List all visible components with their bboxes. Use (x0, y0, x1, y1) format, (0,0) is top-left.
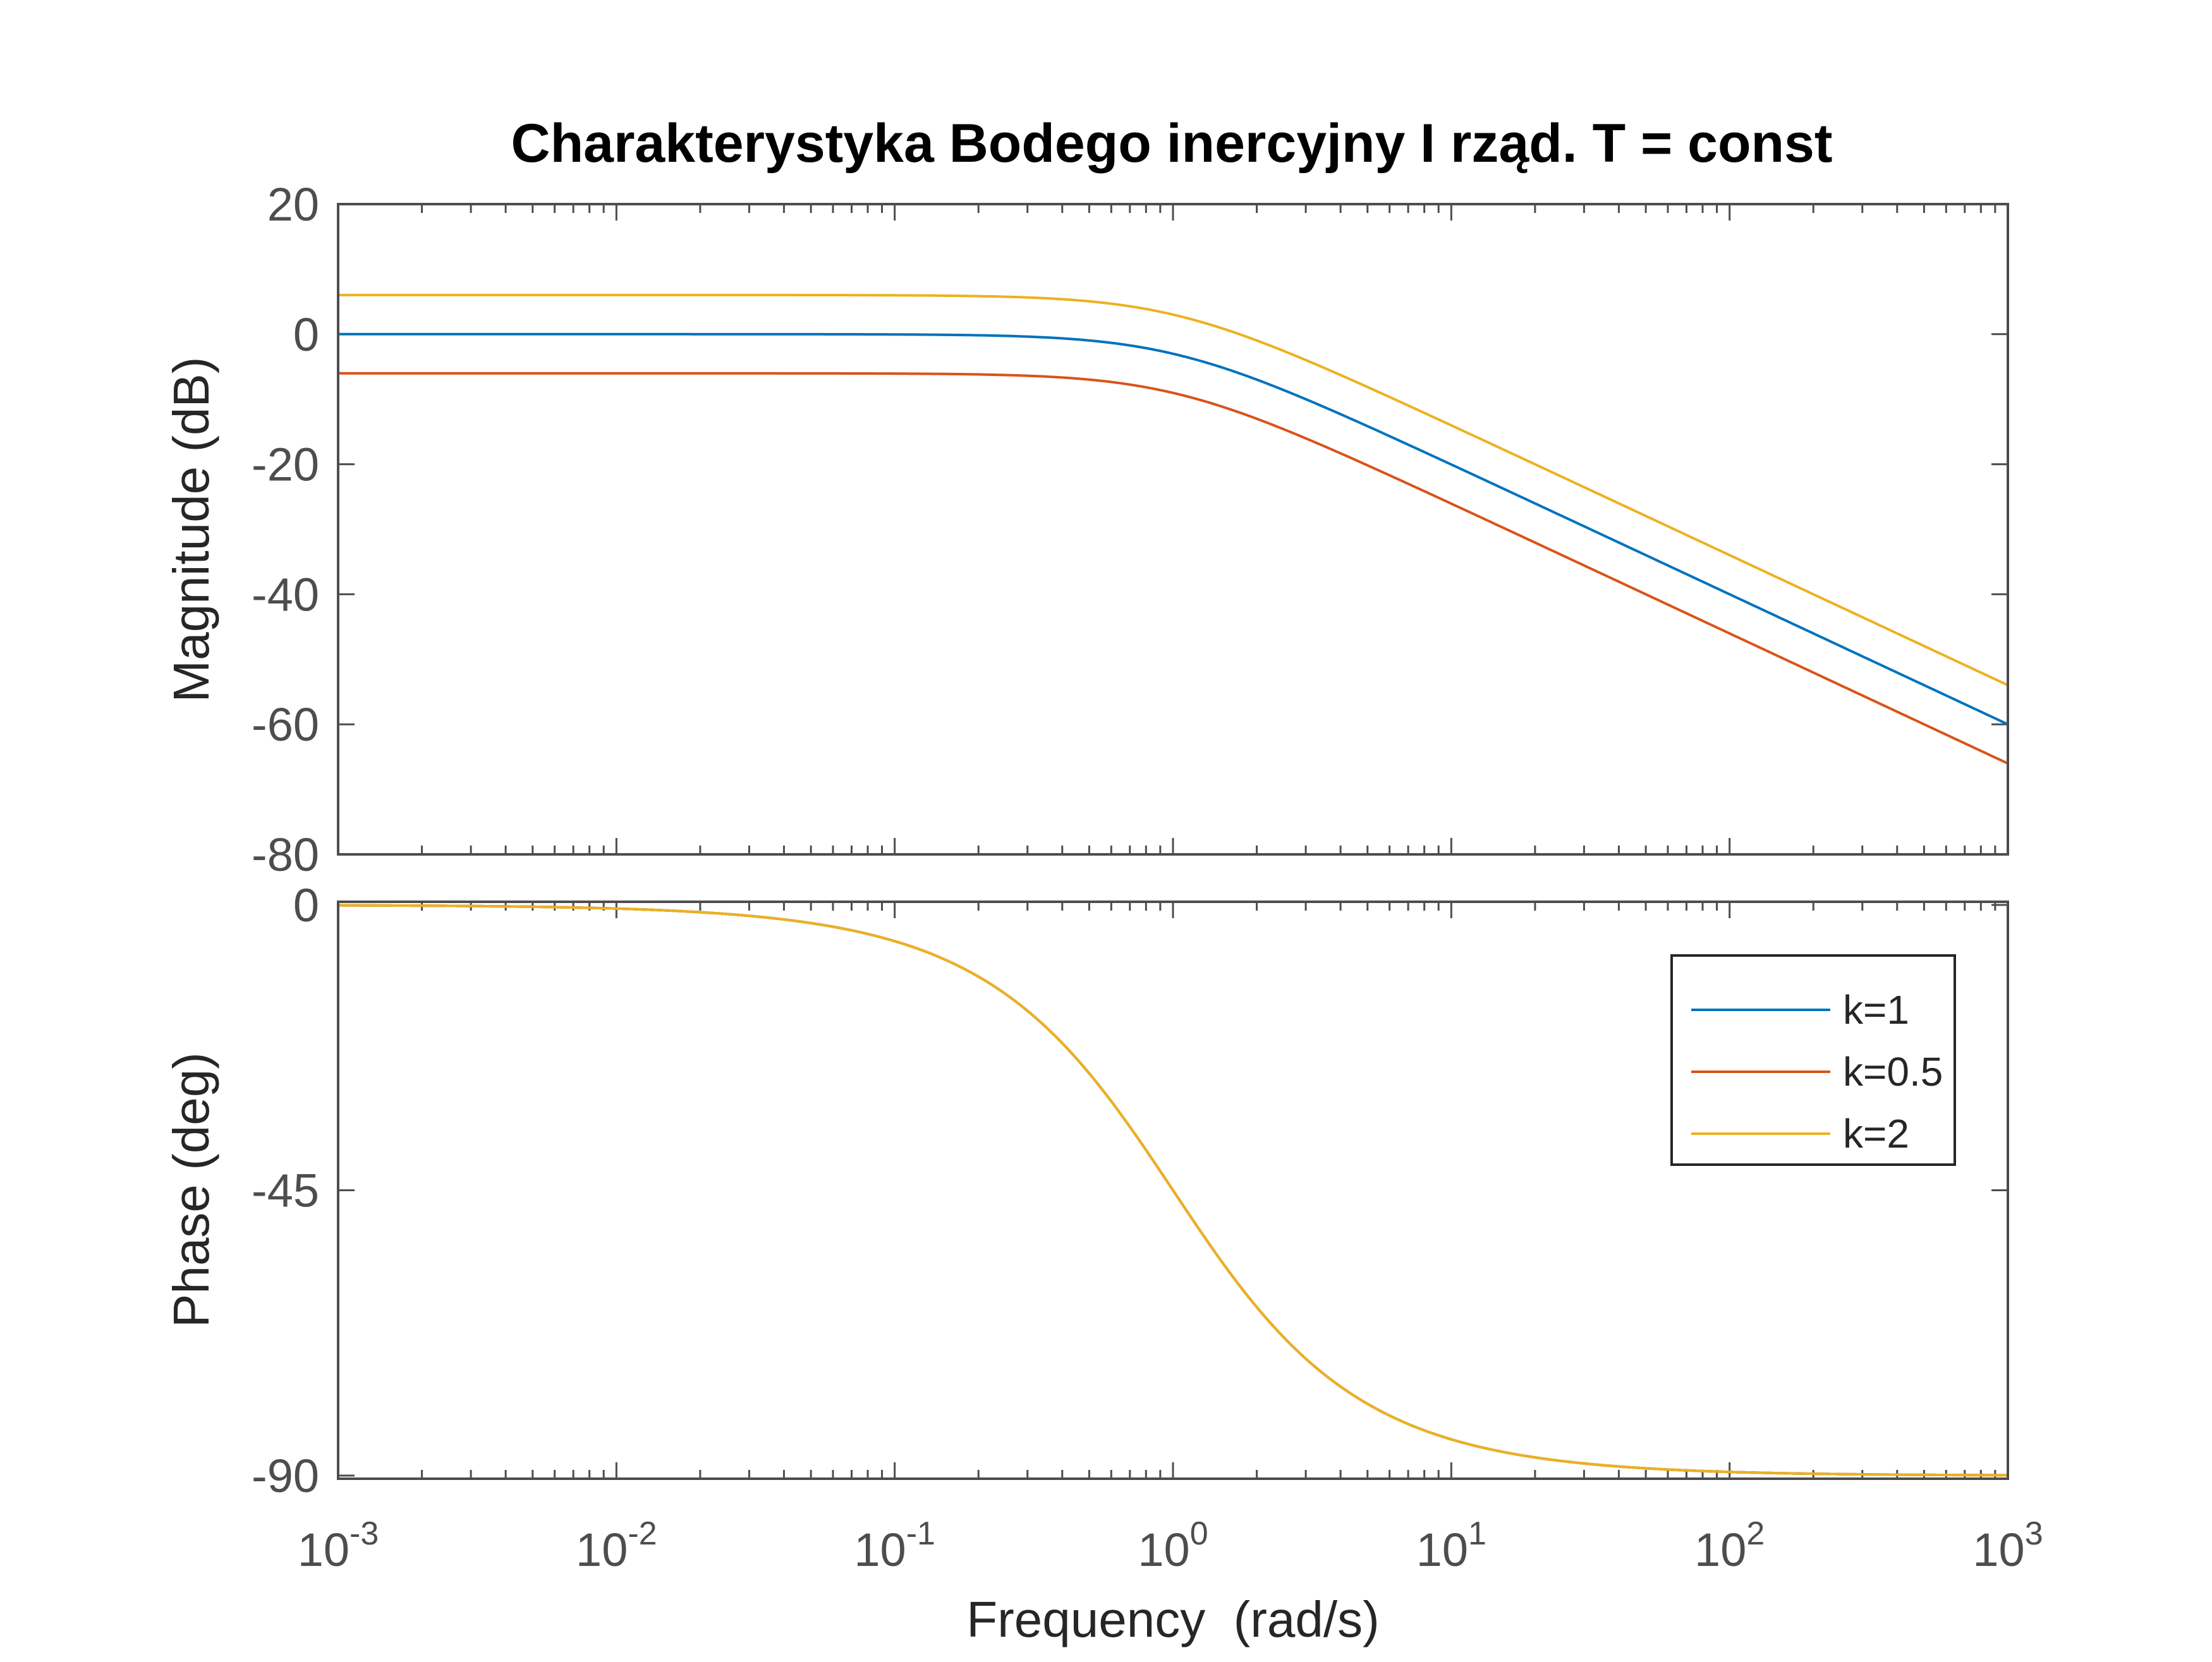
y-tick-label: -90 (252, 1450, 319, 1502)
legend: k=1 k=0.5 k=2 (1670, 954, 1956, 1166)
phase-series-lines (337, 904, 2008, 1477)
x-tick-label: 10-1 (854, 1515, 935, 1576)
legend-box (1670, 954, 1956, 1166)
magnitude-line-k=2 (338, 293, 2008, 687)
x-tick-label: 102 (1694, 1515, 1765, 1576)
x-tick-label: 100 (1138, 1515, 1208, 1576)
magnitude-series-lines (338, 293, 2008, 765)
phase-plot-frame (337, 901, 2009, 1480)
y-tick-label: -80 (252, 828, 319, 881)
y-tick-label: -40 (252, 568, 319, 621)
y-tick-label: 0 (293, 879, 319, 931)
magnitude-y-axis-title: Magnitude (dB) (163, 357, 219, 703)
chart-title: Charakterystyka Bodego inercyjny I rząd.… (511, 113, 1832, 174)
phase-y-tick-labels: 0 -45 -90 (252, 879, 319, 1502)
x-axis-tick-labels: 10-3 10-2 10-1 100 101 102 103 (298, 1515, 2043, 1576)
magnitude-line-k=0.5 (338, 372, 2008, 765)
y-tick-label: -60 (252, 698, 319, 751)
y-tick-label: -45 (252, 1165, 319, 1217)
x-tick-label: 10-3 (298, 1515, 379, 1576)
magnitude-y-tick-labels: 20 0 -20 -40 -60 -80 (252, 178, 319, 881)
legend-entries: k=1 k=0.5 k=2 (1691, 987, 1943, 1156)
x-axis-title: Frequency (rad/s) (966, 1591, 1380, 1647)
magnitude-plot-frame (337, 203, 2009, 856)
phase-y-axis-title: Phase (deg) (163, 1052, 219, 1328)
legend-label: k=1 (1843, 987, 1909, 1033)
magnitude-line-k=1 (338, 332, 2008, 726)
legend-label: k=0.5 (1843, 1049, 1943, 1095)
legend-label: k=2 (1843, 1111, 1909, 1156)
y-tick-label: 20 (267, 178, 319, 231)
x-tick-label: 101 (1416, 1515, 1486, 1576)
phase-line-k=2 (337, 904, 2008, 1477)
y-tick-label: -20 (252, 439, 319, 491)
x-tick-label: 103 (1972, 1515, 2043, 1576)
x-tick-label: 10-2 (576, 1515, 657, 1576)
y-tick-label: 0 (293, 308, 319, 361)
